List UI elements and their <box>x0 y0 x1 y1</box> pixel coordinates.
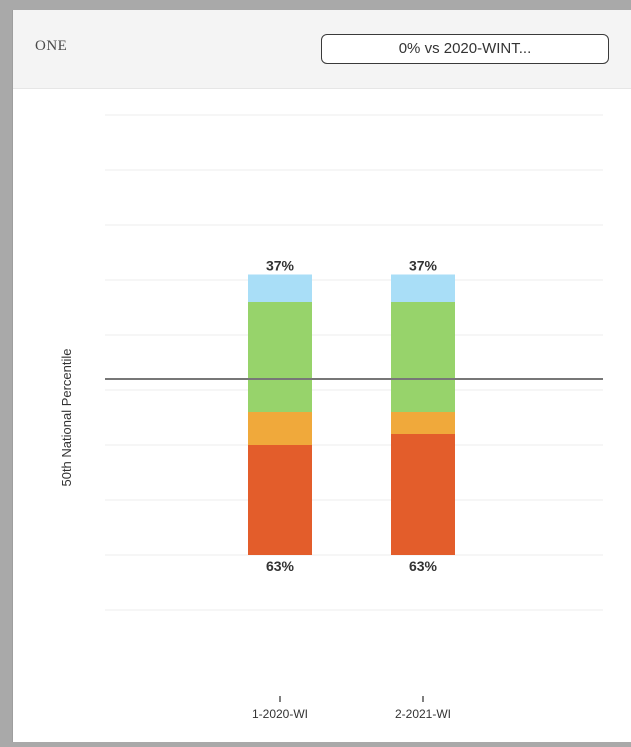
x-tick-label: 1-2020-WI <box>252 707 308 721</box>
bar-top-label: 37% <box>266 258 295 274</box>
bar-segment <box>391 412 455 434</box>
x-tick-label: 2-2021-WI <box>395 707 451 721</box>
bar-segment <box>248 412 312 445</box>
stacked-bar-chart: 50th National Percentile 37% 63% 1-2020-WI 3… <box>59 114 603 721</box>
comparison-select[interactable]: 0% vs 2020-WINT... <box>321 34 609 64</box>
card-header: ONE 0% vs 2020-WINT... <box>13 10 631 89</box>
bar-segment <box>391 302 455 412</box>
bar-bottom-label: 63% <box>266 558 295 574</box>
chart-card: ONE 0% vs 2020-WINT... 50th National Per… <box>12 10 631 742</box>
card-title: ONE <box>35 38 68 54</box>
bar-segment <box>391 274 455 302</box>
bar-segment <box>248 302 312 412</box>
chart-area: 50th National Percentile 37% 63% 1-2020-WI 3… <box>13 88 631 742</box>
y-axis-label: 50th National Percentile <box>59 348 74 486</box>
bar-top-label: 37% <box>409 258 438 274</box>
bar-segment <box>391 434 455 555</box>
bar-segment <box>248 445 312 555</box>
bar-bottom-label: 63% <box>409 558 438 574</box>
bar-segment <box>248 274 312 302</box>
